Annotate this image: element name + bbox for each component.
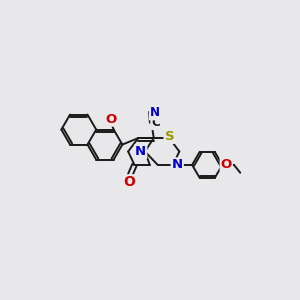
- Text: C: C: [151, 116, 160, 129]
- Text: N: N: [150, 106, 160, 119]
- Text: N: N: [172, 158, 183, 171]
- Text: O: O: [106, 113, 117, 126]
- Text: S: S: [164, 130, 174, 143]
- Text: N: N: [135, 145, 146, 158]
- Text: O: O: [123, 175, 135, 189]
- Text: O: O: [221, 158, 232, 171]
